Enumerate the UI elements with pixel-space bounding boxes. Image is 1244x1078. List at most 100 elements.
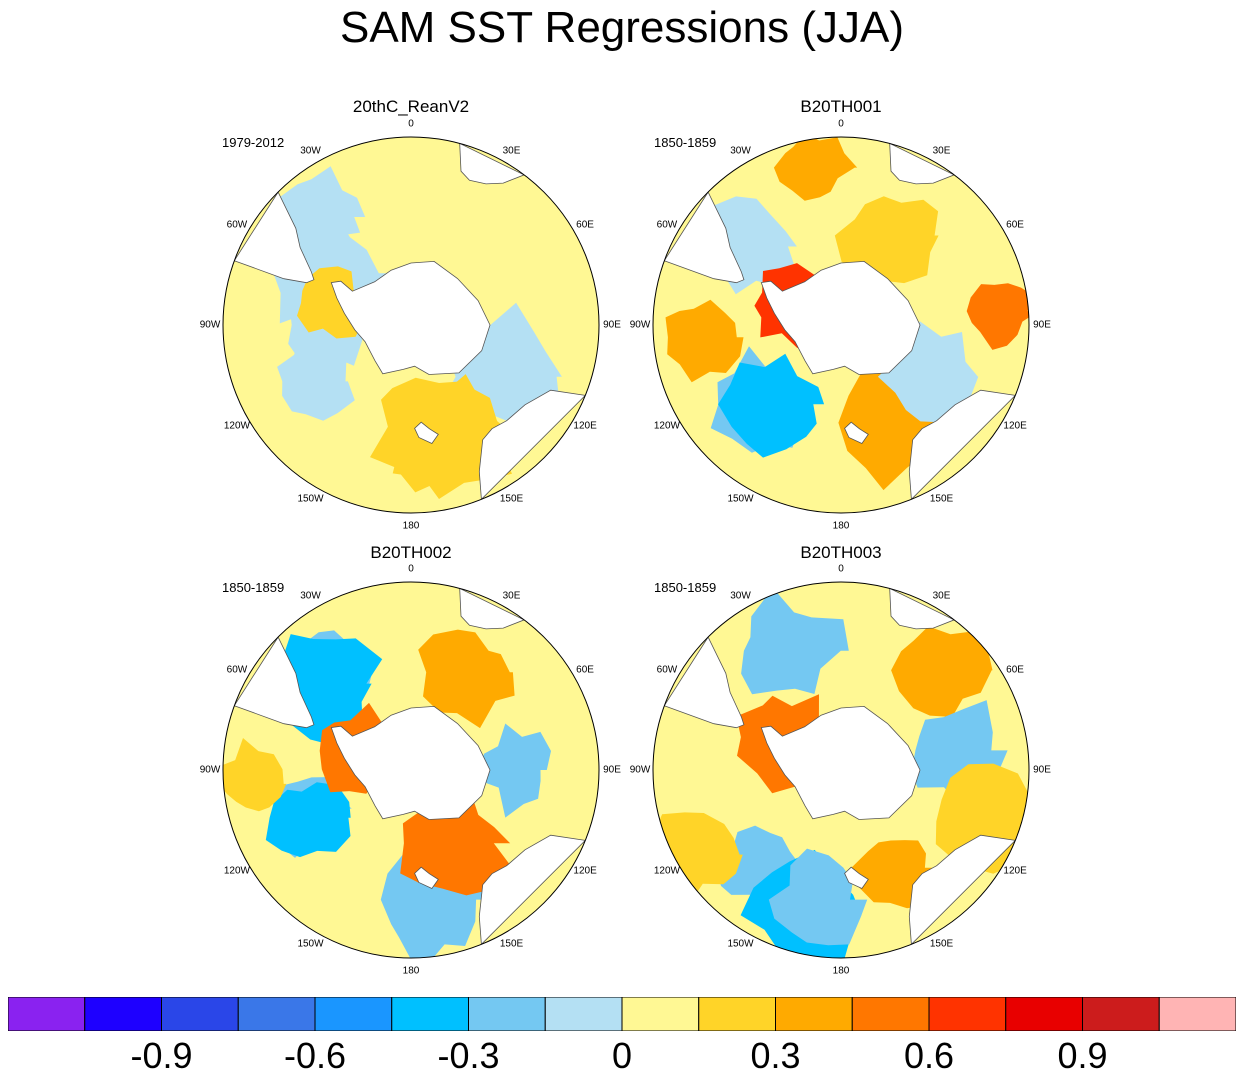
land-south-america (663, 636, 745, 729)
land-australia (908, 834, 1017, 946)
colorbar-swatch (468, 997, 546, 1031)
longitude-label: 0 (408, 563, 414, 575)
land-antarctica (760, 705, 921, 820)
longitude-label: 120E (1003, 865, 1027, 876)
colorbar-swatch (84, 997, 162, 1031)
land-south-america (663, 191, 745, 284)
longitude-label: 30W (730, 145, 751, 157)
colorbar-swatch (544, 997, 623, 1031)
longitude-label: 90E (603, 764, 621, 776)
sst-anomaly-region (280, 166, 366, 255)
land-australia (478, 389, 587, 501)
longitude-label: 150W (727, 938, 754, 950)
sst-anomaly-region (718, 353, 825, 458)
colorbar-swatch (1082, 997, 1160, 1031)
land-south-america (233, 636, 315, 729)
colorbar-swatch (698, 997, 776, 1031)
colorbar-swatch (1158, 997, 1236, 1031)
panel-title: B20TH003 (800, 543, 882, 562)
longitude-label: 90W (629, 764, 651, 776)
figure-title: SAM SST Regressions (JJA) (339, 3, 904, 52)
colorbar-swatch (928, 997, 1007, 1031)
longitude-label: 150W (727, 493, 754, 505)
longitude-label: 150E (499, 938, 524, 950)
polar-map (222, 136, 600, 514)
colorbar-tick-label: -0.6 (283, 1035, 347, 1076)
land-antarctica (330, 260, 491, 375)
longitude-label: 180 (402, 965, 420, 977)
land-new-zealand (844, 866, 869, 890)
land-south-america (233, 191, 315, 284)
colorbar-swatch (1005, 997, 1083, 1031)
longitude-label: 30E (932, 590, 951, 602)
longitude-label: 120E (1003, 420, 1027, 431)
panel-title: B20TH002 (370, 543, 452, 562)
longitude-label: 60W (226, 219, 248, 230)
polar-map (652, 581, 1030, 959)
longitude-label: 90W (629, 319, 651, 331)
colorbar-swatch (161, 997, 239, 1031)
longitude-label: 30W (730, 590, 751, 602)
map-boundary (222, 581, 600, 959)
land-antarctica (330, 705, 491, 820)
sst-anomaly-region (773, 137, 858, 201)
longitude-label: 60E (576, 664, 594, 675)
colorbar-tick-label: 0.9 (1057, 1035, 1108, 1076)
longitude-label: 120W (223, 420, 250, 431)
panel-period: 1850-1859 (654, 580, 717, 595)
land-new-zealand (844, 421, 869, 445)
longitude-label: 90E (603, 319, 621, 331)
longitude-label: 90W (199, 319, 221, 331)
longitude-label: 0 (408, 118, 414, 130)
longitude-label: 60W (226, 664, 248, 675)
panel-title: 20thC_ReanV2 (352, 97, 470, 116)
colorbar-swatch (391, 997, 469, 1031)
colorbar-swatch (237, 997, 316, 1031)
colorbar-tick-label: 0 (611, 1035, 633, 1076)
sst-anomaly-region (966, 283, 1029, 350)
longitude-label: 120W (653, 865, 680, 876)
longitude-label: 120E (573, 865, 597, 876)
longitude-label: 30E (502, 145, 521, 157)
colorbar-swatch (8, 997, 86, 1031)
colorbar-swatch (851, 997, 930, 1031)
sst-anomaly-region (741, 587, 849, 695)
longitude-label: 30W (300, 590, 321, 602)
colorbar-tick-label: 0.3 (750, 1035, 801, 1076)
sst-anomaly-region (223, 738, 287, 812)
longitude-label: 90W (199, 764, 221, 776)
longitude-label: 30E (502, 590, 521, 602)
longitude-label: 90E (1033, 319, 1051, 331)
land-australia (908, 389, 1017, 501)
longitude-label: 150W (297, 493, 324, 505)
longitude-label: 150E (929, 938, 954, 950)
colorbar-swatch (775, 997, 853, 1031)
land-australia (478, 834, 587, 946)
sst-anomaly-region (477, 723, 551, 818)
land-new-zealand (414, 421, 439, 445)
colorbar-tick-label: -0.9 (130, 1035, 193, 1076)
polar-map (222, 581, 600, 959)
polar-map (652, 136, 1030, 514)
longitude-label: 150E (499, 493, 524, 505)
longitude-label: 30E (932, 145, 951, 157)
sst-anomaly-region (768, 848, 868, 946)
longitude-label: 150E (929, 493, 954, 505)
longitude-label: 30W (300, 145, 321, 157)
sst-anomaly-region (665, 299, 744, 383)
colorbar-swatch (621, 997, 700, 1031)
map-boundary (652, 136, 1030, 514)
longitude-label: 120W (653, 420, 680, 431)
longitude-label: 180 (402, 520, 420, 532)
longitude-label: 0 (838, 563, 844, 575)
longitude-label: 150W (297, 938, 324, 950)
longitude-label: 120W (223, 865, 250, 876)
colorbar (8, 997, 1236, 1031)
colorbar-tick-label: 0.6 (903, 1035, 955, 1076)
panel-period: 1979-2012 (222, 135, 285, 150)
longitude-label: 60W (656, 664, 678, 675)
panel-title: B20TH001 (800, 97, 882, 116)
longitude-label: 0 (838, 118, 844, 130)
longitude-label: 180 (832, 965, 850, 977)
sst-anomaly-region (891, 626, 993, 717)
